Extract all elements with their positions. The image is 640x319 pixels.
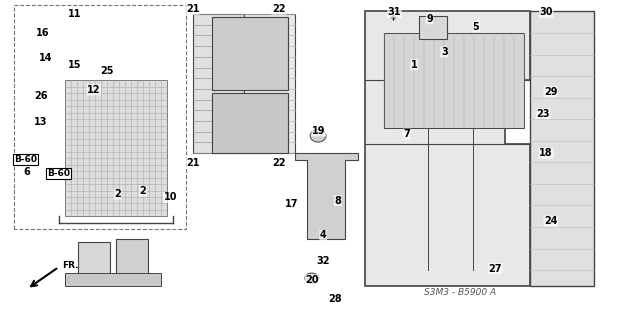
- Polygon shape: [212, 93, 288, 153]
- Text: B-60: B-60: [47, 169, 70, 178]
- Text: 31: 31: [388, 7, 401, 18]
- Text: 3: 3: [441, 47, 447, 57]
- Polygon shape: [116, 239, 148, 277]
- Text: 30: 30: [540, 7, 553, 18]
- Polygon shape: [419, 16, 447, 39]
- Text: 32: 32: [316, 256, 330, 266]
- Polygon shape: [244, 14, 294, 153]
- Ellipse shape: [305, 273, 319, 283]
- Text: 25: 25: [100, 66, 113, 76]
- Text: 13: 13: [34, 116, 47, 127]
- Text: 6: 6: [24, 167, 30, 177]
- Text: 1: 1: [411, 60, 418, 70]
- Text: 8: 8: [335, 196, 341, 206]
- Text: 17: 17: [285, 199, 298, 209]
- Text: 12: 12: [87, 85, 100, 95]
- Text: 22: 22: [272, 4, 285, 14]
- Text: 23: 23: [536, 109, 550, 119]
- Text: 21: 21: [186, 158, 199, 168]
- Polygon shape: [78, 242, 109, 280]
- Text: 29: 29: [544, 86, 557, 97]
- Text: 21: 21: [186, 4, 199, 14]
- Text: 28: 28: [328, 293, 342, 304]
- Text: 26: 26: [34, 91, 47, 101]
- Polygon shape: [212, 17, 288, 90]
- Text: 11: 11: [68, 9, 81, 19]
- Text: 10: 10: [163, 192, 177, 203]
- Text: 20: 20: [305, 275, 319, 285]
- Text: 16: 16: [36, 28, 49, 38]
- Text: B-60: B-60: [14, 155, 37, 164]
- Text: 4: 4: [320, 230, 326, 241]
- Text: 18: 18: [540, 148, 553, 158]
- Text: 7: 7: [403, 129, 410, 139]
- Text: 9: 9: [426, 14, 433, 24]
- Text: 22: 22: [272, 158, 285, 168]
- Polygon shape: [65, 80, 167, 216]
- Text: 15: 15: [68, 60, 81, 70]
- Polygon shape: [531, 11, 594, 286]
- Polygon shape: [365, 11, 531, 286]
- Text: 14: 14: [39, 53, 52, 63]
- Polygon shape: [65, 273, 161, 286]
- Polygon shape: [193, 14, 244, 153]
- Polygon shape: [384, 33, 524, 128]
- Text: 2: 2: [140, 186, 146, 196]
- Text: FR.: FR.: [62, 261, 79, 270]
- Text: 24: 24: [544, 216, 557, 226]
- Polygon shape: [294, 153, 358, 239]
- Ellipse shape: [310, 130, 326, 142]
- Text: S3M3 - B5900 A: S3M3 - B5900 A: [424, 288, 496, 297]
- Text: 27: 27: [488, 263, 502, 274]
- Text: 2: 2: [114, 189, 121, 199]
- Text: 5: 5: [473, 22, 479, 32]
- Text: 19: 19: [312, 126, 326, 136]
